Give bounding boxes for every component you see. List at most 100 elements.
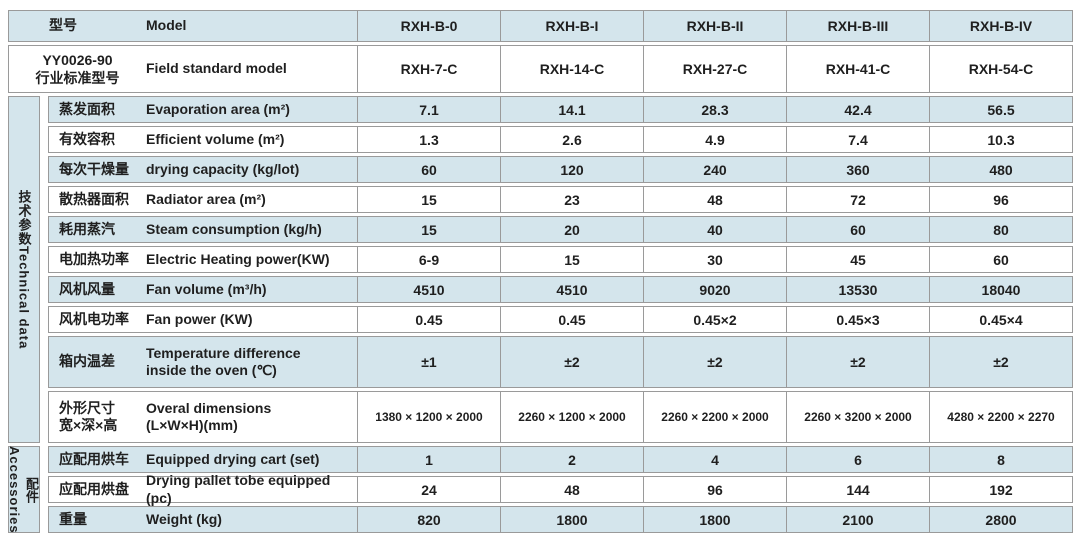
spec-value: 0.45	[500, 307, 643, 332]
spec-value: 48	[500, 477, 643, 502]
standard-code-cn: 行业标准型号	[35, 70, 120, 86]
spec-value: ±2	[929, 337, 1072, 387]
spec-value: 6	[786, 447, 929, 472]
row-label: 外形尺寸 宽×深×高 Overal dimensions (L×W×H)(mm)	[49, 392, 357, 442]
row-label-en: Fan power (KW)	[146, 310, 253, 327]
row-label-cn: 有效容积	[59, 130, 115, 147]
row-field-standard-model: YY0026-90 行业标准型号 Field standard model RX…	[8, 45, 1073, 93]
sidebar-technical-data: 技术参数Technical data	[8, 96, 40, 443]
row-label-en-line2: (L×W×H)(mm)	[146, 417, 238, 433]
spec-value: 0.45×2	[643, 307, 786, 332]
row-label: 电加热功率 Electric Heating power(KW)	[49, 247, 357, 272]
spec-value: 1.3	[357, 127, 500, 152]
row-label-en: Efficient volume (m²)	[146, 130, 285, 147]
spec-value: 240	[643, 157, 786, 182]
technical-data-label: 技术参数Technical data	[16, 189, 32, 350]
spec-value: 56.5	[929, 97, 1072, 122]
row-label: 蒸发面积 Evaporation area (m²)	[49, 97, 357, 122]
row-label-en-line2: inside the oven (℃)	[146, 362, 277, 378]
spec-value: 24	[357, 477, 500, 502]
row-label-en: Overal dimensions (L×W×H)(mm)	[146, 400, 357, 435]
spec-value: 820	[357, 507, 500, 532]
row-label: 有效容积 Efficient volume (m²)	[49, 127, 357, 152]
model-name: RXH-B-II	[643, 11, 786, 41]
row-label-en: Drying pallet tobe equipped (pc)	[146, 472, 331, 506]
accessories-label-en: Accessories	[7, 445, 22, 534]
row-drying-capacity: 每次干燥量 drying capacity (kg/lot) 60 120 240 36…	[48, 156, 1073, 183]
row-label-cn: 箱内温差	[59, 353, 115, 370]
spec-value: 9020	[643, 277, 786, 302]
standard-model: RXH-14-C	[500, 46, 643, 92]
spec-value: 4	[643, 447, 786, 472]
row-label-cn: 重量	[59, 510, 87, 527]
spec-value: 480	[929, 157, 1072, 182]
row-efficient-volume: 有效容积 Efficient volume (m²) 1.3 2.6 4.9 7.4 10…	[48, 126, 1073, 153]
row-steam-consumption: 耗用蒸汽 Steam consumption (kg/h) 15 20 40 60 80	[48, 216, 1073, 243]
row-label-en: Radiator area (m²)	[146, 190, 266, 207]
spec-value: 4510	[357, 277, 500, 302]
row-label: 散热器面积 Radiator area (m²)	[49, 187, 357, 212]
spec-value: 7.4	[786, 127, 929, 152]
spec-value: 4.9	[643, 127, 786, 152]
row-label: YY0026-90 行业标准型号 Field standard model	[9, 46, 357, 92]
spec-value: 15	[357, 187, 500, 212]
row-label-en-line1: Temperature difference	[146, 344, 301, 361]
sidebar-accessories: Accessories 配件	[7, 445, 40, 534]
row-label-en: Weight (kg)	[146, 510, 222, 527]
spec-value: 6-9	[357, 247, 500, 272]
spec-value: 14.1	[500, 97, 643, 122]
spec-value: 20	[500, 217, 643, 242]
spec-value: 15	[357, 217, 500, 242]
model-name: RXH-B-I	[500, 11, 643, 41]
spec-value: 60	[929, 247, 1072, 272]
spec-value: 120	[500, 157, 643, 182]
row-radiator-area: 散热器面积 Radiator area (m²) 15 23 48 72 96	[48, 186, 1073, 213]
spec-value: 2	[500, 447, 643, 472]
row-label-en: Equipped drying cart (set)	[146, 450, 320, 467]
spec-value: 28.3	[643, 97, 786, 122]
standard-model: RXH-7-C	[357, 46, 500, 92]
spec-value: 2.6	[500, 127, 643, 152]
spec-value: 2100	[786, 507, 929, 532]
spec-value: ±2	[643, 337, 786, 387]
spec-value: 18040	[929, 277, 1072, 302]
spec-value: 144	[786, 477, 929, 502]
spec-value: 40	[643, 217, 786, 242]
row-label: 风机电功率 Fan power (KW)	[49, 307, 357, 332]
spec-value: 8	[929, 447, 1072, 472]
standard-model: RXH-54-C	[929, 46, 1072, 92]
spec-value: 192	[929, 477, 1072, 502]
row-label: 风机风量 Fan volume (m³/h)	[49, 277, 357, 302]
spec-value: 13530	[786, 277, 929, 302]
model-name: RXH-B-0	[357, 11, 500, 41]
row-label-en: Evaporation area (m²)	[146, 100, 290, 117]
row-label: 重量 Weight (kg)	[49, 507, 357, 532]
spec-value: 4510	[500, 277, 643, 302]
row-label-cn: 应配用烘车	[59, 450, 129, 467]
row-label-en: Field standard model	[146, 60, 287, 77]
spec-value: 1800	[643, 507, 786, 532]
row-label: 耗用蒸汽 Steam consumption (kg/h)	[49, 217, 357, 242]
row-label-cn: 电加热功率	[59, 250, 129, 267]
spec-value: 0.45×3	[786, 307, 929, 332]
spec-value: 96	[643, 477, 786, 502]
row-label: 应配用烘车 Equipped drying cart (set)	[49, 447, 357, 472]
row-electric-heating-power: 电加热功率 Electric Heating power(KW) 6-9 15 30 4…	[48, 246, 1073, 273]
spec-value: 23	[500, 187, 643, 212]
spec-value: ±2	[786, 337, 929, 387]
row-drying-pallet: 应配用烘盘 Drying pallet tobe equipped (pc) 24…	[48, 472, 1073, 506]
row-label: 每次干燥量 drying capacity (kg/lot)	[49, 157, 357, 182]
row-label-cn: 蒸发面积	[59, 100, 115, 117]
spec-value: 0.45	[357, 307, 500, 332]
row-label-cn: 外形尺寸 宽×深×高	[49, 400, 146, 435]
spec-value: 1	[357, 447, 500, 472]
row-label-cn-line2: 宽×深×高	[59, 417, 118, 433]
row-label-en: Temperature difference inside the oven (…	[146, 345, 357, 380]
accessories-label-cn: 配件	[24, 476, 39, 503]
row-evaporation-area: 蒸发面积 Evaporation area (m²) 7.1 14.1 28.3 42.…	[48, 96, 1073, 123]
spec-value: 48	[643, 187, 786, 212]
row-label-en-line1: Overal dimensions	[146, 399, 272, 416]
row-overall-dimensions: 外形尺寸 宽×深×高 Overal dimensions (L×W×H)(mm)…	[48, 391, 1073, 443]
